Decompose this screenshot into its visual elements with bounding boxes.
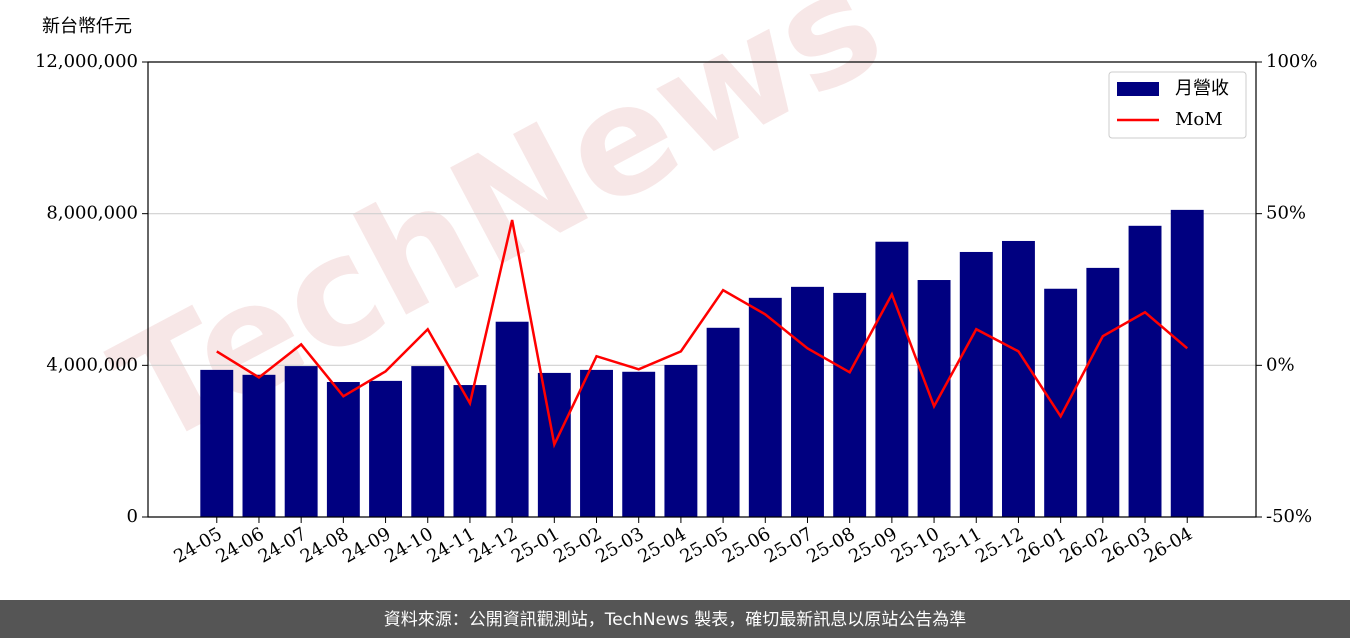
bar [453, 385, 487, 517]
bar [959, 251, 993, 517]
bar [1128, 225, 1162, 518]
legend-swatch [1117, 82, 1159, 96]
y2-tick-label: 100% [1266, 51, 1317, 72]
bar [917, 280, 951, 517]
x-tick-label: 26-04 [1141, 523, 1196, 567]
bar [791, 286, 824, 517]
bar [242, 374, 276, 517]
bar [369, 380, 403, 517]
bar [200, 369, 234, 517]
bar [748, 297, 782, 517]
y2-tick-label: 0% [1266, 354, 1295, 375]
bar [875, 241, 909, 517]
bar [495, 321, 529, 517]
y-tick-label: 0 [127, 506, 138, 527]
bar [833, 292, 867, 517]
y-tick-label: 4,000,000 [46, 354, 138, 375]
footer-text: 資料來源：公開資訊觀測站，TechNews 製表，確切最新訊息以原站公告為準 [384, 610, 966, 630]
bar [326, 382, 360, 517]
bar [1170, 209, 1204, 517]
legend-label: 月營收 [1175, 78, 1229, 99]
bar [1044, 288, 1078, 517]
bar [664, 364, 698, 517]
y2-tick-label: 50% [1266, 203, 1306, 224]
bar [622, 371, 656, 517]
bar [1086, 267, 1120, 517]
y2-tick-label: -50% [1266, 506, 1312, 527]
y-tick-label: 12,000,000 [35, 51, 138, 72]
y-tick-label: 8,000,000 [46, 203, 138, 224]
bar [1001, 240, 1035, 517]
bar [580, 369, 613, 517]
bar [411, 366, 445, 517]
line [216, 219, 1189, 449]
plot-frame [147, 61, 1257, 518]
footer-bar [0, 600, 1350, 638]
bar [706, 327, 740, 517]
y-axis-title: 新台幣仟元 [42, 16, 132, 37]
legend-label: MoM [1175, 109, 1223, 130]
bar [284, 366, 318, 517]
